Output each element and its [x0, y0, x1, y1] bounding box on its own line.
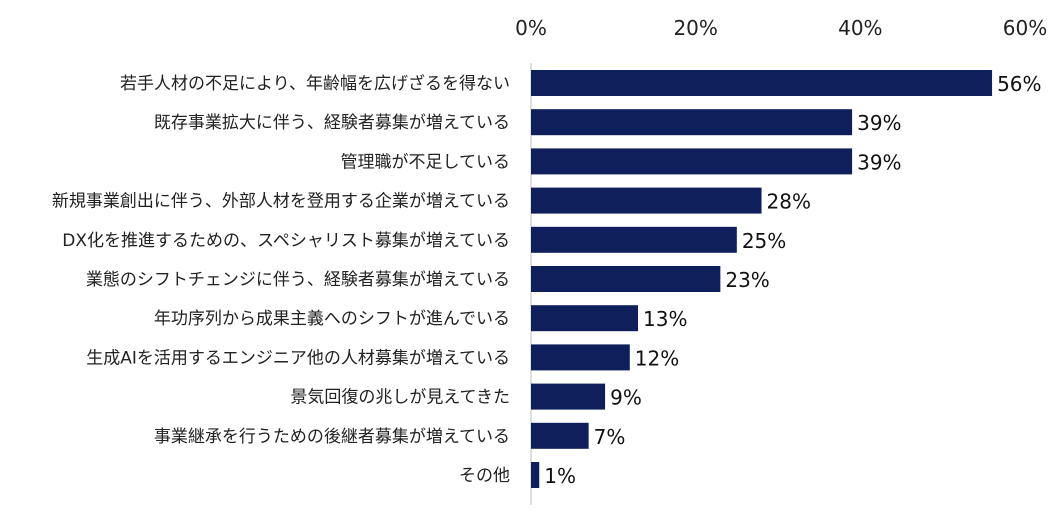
category-label: 業態のシフトチェンジに伴う、経験者募集が増えている — [86, 270, 510, 290]
data-labels: 56% 39% 39% 28% 25% 23% 13% 12% 9% 7% 1% — [544, 72, 1041, 488]
bar — [531, 383, 606, 410]
bar — [531, 109, 853, 136]
data-label: 39% — [857, 111, 901, 135]
x-axis-ticks: 0% 20% 40% 60% — [515, 16, 1047, 40]
category-label: 生成AIを活用するエンジニア他の人材募集が増えている — [86, 348, 510, 368]
category-label: 景気回復の兆しが見えてきた — [290, 388, 510, 408]
bar — [531, 462, 540, 488]
category-label: 事業継承を行うための後継者募集が増えている — [154, 427, 510, 447]
category-label: その他 — [459, 466, 510, 486]
bar — [531, 344, 630, 371]
bar — [531, 187, 762, 214]
data-label: 28% — [767, 190, 811, 214]
category-label: 管理職が不足している — [341, 152, 511, 172]
bar — [531, 305, 639, 332]
bar — [531, 266, 721, 292]
data-label: 1% — [544, 464, 576, 488]
data-label: 7% — [594, 425, 626, 449]
category-label: 新規事業創出に伴う、外部人材を登用する企業が増えている — [52, 192, 510, 212]
data-label: 12% — [635, 346, 679, 370]
category-labels: 若手人材の不足により、年齢幅を広げざるを得ない既存事業拡大に伴う、経験者募集が増… — [52, 73, 510, 486]
data-label: 25% — [742, 229, 786, 253]
category-label: 年功序列から成果主義へのシフトが進んでいる — [154, 309, 510, 329]
data-label: 23% — [725, 268, 769, 292]
data-label: 9% — [610, 386, 642, 410]
category-label: DX化を推進するための、スペシャリスト募集が増えている — [62, 231, 510, 251]
data-label: 39% — [857, 150, 901, 174]
x-tick-label: 40% — [838, 16, 882, 40]
bar — [531, 226, 737, 253]
x-tick-label: 20% — [673, 16, 717, 40]
x-tick-label: 60% — [1003, 16, 1047, 40]
bar — [531, 422, 589, 449]
x-tick-label: 0% — [515, 16, 547, 40]
bar — [531, 70, 993, 96]
data-label: 56% — [997, 72, 1041, 96]
category-label: 若手人材の不足により、年齢幅を広げざるを得ない — [120, 73, 510, 94]
category-label: 既存事業拡大に伴う、経験者募集が増えている — [154, 113, 510, 133]
bars — [531, 70, 993, 488]
bar — [531, 148, 853, 175]
data-label: 13% — [643, 307, 687, 331]
